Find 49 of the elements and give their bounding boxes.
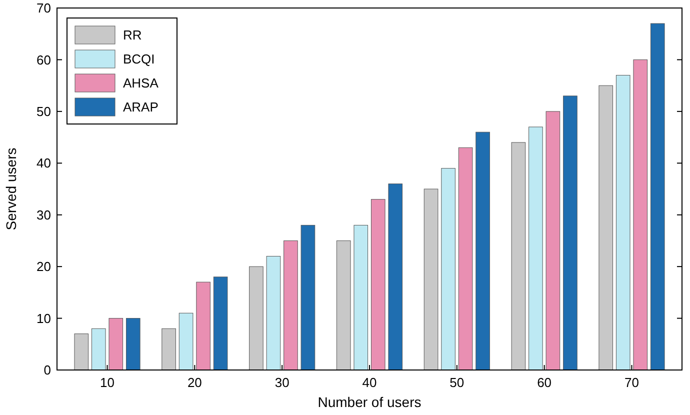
bar: [633, 59, 648, 370]
bar: [196, 282, 210, 370]
bar: [388, 184, 403, 370]
x-tick-label: 60: [537, 375, 552, 390]
bar: [616, 74, 630, 370]
legend-label: ARAP: [123, 100, 158, 115]
y-tick-label: 50: [36, 104, 51, 119]
bar: [354, 224, 368, 370]
bar: [91, 328, 106, 370]
bar: [598, 85, 614, 370]
bar: [108, 318, 124, 370]
bar: [563, 96, 578, 370]
bar: [284, 240, 298, 370]
x-tick-label: 20: [187, 375, 202, 390]
bar: [266, 256, 281, 370]
x-tick-label: 50: [450, 375, 464, 390]
bar: [74, 334, 89, 370]
bar: [650, 23, 665, 370]
legend-label: RR: [123, 28, 142, 43]
bar: [336, 240, 351, 370]
legend-label: BCQI: [123, 52, 155, 67]
y-tick-label: 20: [36, 259, 51, 274]
bar: [249, 266, 264, 370]
y-tick-label: 60: [36, 52, 51, 68]
y-tick-label: 0: [44, 362, 51, 378]
y-tick-label: 40: [36, 156, 51, 171]
x-tick-label: 40: [362, 375, 377, 390]
bar: [476, 132, 490, 370]
x-axis-title: Number of users: [318, 394, 422, 410]
y-tick-label: 30: [36, 207, 51, 222]
y-tick-label: 70: [36, 0, 51, 16]
bar: [162, 328, 176, 370]
bar: [424, 188, 438, 370]
bar: [126, 318, 140, 370]
bar: [300, 224, 316, 370]
y-tick-label: 10: [36, 310, 51, 326]
x-tick-label: 70: [624, 375, 639, 390]
legend-label: AHSA: [123, 76, 159, 91]
bar: [528, 126, 543, 370]
bar: [458, 147, 473, 370]
x-tick-label: 10: [100, 375, 114, 390]
bar: [213, 276, 228, 370]
bar: [441, 168, 456, 370]
bar: [370, 199, 386, 370]
bar: [511, 142, 526, 370]
bar: [546, 111, 560, 370]
y-axis-title: Served users: [3, 148, 19, 230]
x-tick-label: 30: [274, 375, 290, 390]
bar: [178, 312, 194, 370]
